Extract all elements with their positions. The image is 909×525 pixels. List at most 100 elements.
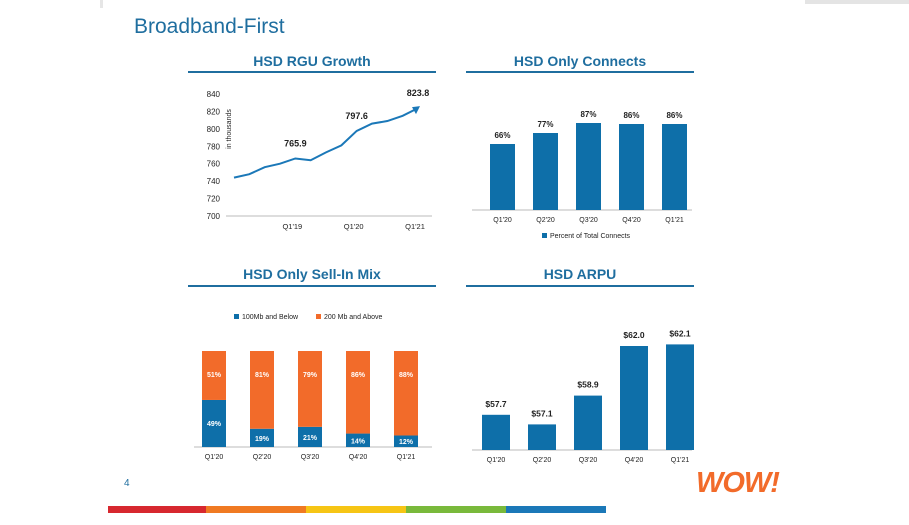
arpu-data-label: $57.7 bbox=[485, 399, 507, 409]
rgu-y-axis-label: in thousands bbox=[226, 109, 233, 149]
sellin-legend-label-200mb: 200 Mb and Above bbox=[324, 314, 382, 321]
sellin-data-label: 19% bbox=[255, 436, 270, 443]
rgu-data-label: 823.8 bbox=[407, 88, 430, 98]
rgu-x-tick-label: Q1'21 bbox=[405, 222, 425, 231]
sellin-data-label: 51% bbox=[207, 372, 222, 379]
arpu-data-label: $57.1 bbox=[531, 408, 553, 418]
right-margin bbox=[800, 0, 909, 525]
sellin-bar-100mb bbox=[394, 435, 418, 447]
sellin-x-tick-label: Q1'21 bbox=[397, 454, 416, 461]
arpu-title-rule bbox=[466, 285, 694, 287]
wow-logo-text: WOW! bbox=[696, 467, 780, 498]
arpu-chart-title: HSD ARPU bbox=[543, 266, 617, 282]
page-number: 4 bbox=[124, 478, 130, 489]
sellin-data-label: 79% bbox=[303, 372, 318, 379]
rgu-data-label: 797.6 bbox=[345, 111, 368, 121]
arpu-x-tick-label: Q1'20 bbox=[487, 457, 506, 464]
arpu-x-tick-label: Q3'20 bbox=[579, 457, 598, 464]
sellin-bar-200mb bbox=[346, 351, 370, 434]
connects-x-tick-label: Q3'20 bbox=[579, 217, 598, 224]
rgu-chart-title: HSD RGU Growth bbox=[253, 53, 371, 69]
rgu-y-tick-label: 760 bbox=[207, 160, 221, 169]
sellin-stacked-bar-chart: 49% 51% Q1'20 19% 81% Q2'20 21% 79% Q3'20 14% 86% Q… bbox=[194, 314, 432, 461]
sellin-chart-title: HSD Only Sell-In Mix bbox=[243, 266, 381, 282]
stripe-yellow bbox=[306, 506, 406, 513]
connects-bar bbox=[576, 123, 601, 210]
sellin-x-tick-label: Q2'20 bbox=[253, 454, 272, 461]
arpu-data-label: $58.9 bbox=[577, 380, 599, 390]
sellin-legend-swatch-100mb bbox=[234, 314, 239, 319]
connects-bar bbox=[533, 133, 558, 210]
rgu-data-label: 765.9 bbox=[284, 138, 307, 148]
slide: Broadband-First HSD RGU Growth HSD Only … bbox=[100, 0, 782, 513]
rgu-y-tick-label: 740 bbox=[207, 177, 221, 186]
rgu-title-rule bbox=[188, 71, 436, 73]
sellin-x-tick-label: Q4'20 bbox=[349, 454, 368, 461]
stripe-gap bbox=[700, 506, 800, 513]
sellin-data-label: 14% bbox=[351, 438, 366, 445]
sellin-data-label: 21% bbox=[303, 435, 318, 442]
top-right-rule bbox=[805, 0, 909, 4]
stripe-blue bbox=[506, 506, 606, 513]
sellin-bar-200mb bbox=[250, 351, 274, 429]
slide-title: Broadband-First bbox=[134, 15, 285, 38]
rgu-line-chart: 700 720 740 760 780 800 820 840 in thousands Q1'1… bbox=[207, 88, 432, 231]
connects-data-label: 86% bbox=[623, 111, 639, 120]
sellin-title-rule bbox=[188, 285, 436, 287]
connects-chart-title: HSD Only Connects bbox=[513, 53, 647, 69]
connects-legend-swatch bbox=[542, 233, 547, 238]
sellin-legend-label-100mb: 100Mb and Below bbox=[242, 314, 299, 321]
sellin-legend-swatch-200mb bbox=[316, 314, 321, 319]
arpu-data-label: $62.1 bbox=[669, 328, 691, 338]
connects-bar bbox=[490, 144, 515, 210]
rgu-y-tick-label: 840 bbox=[207, 90, 221, 99]
connects-data-label: 86% bbox=[666, 111, 682, 120]
connects-x-tick-label: Q1'21 bbox=[665, 217, 684, 224]
stripe-orange bbox=[206, 506, 306, 513]
connects-x-tick-label: Q2'20 bbox=[536, 217, 555, 224]
sellin-data-label: 86% bbox=[351, 372, 366, 379]
arpu-x-tick-label: Q1'21 bbox=[671, 457, 690, 464]
arpu-x-tick-label: Q4'20 bbox=[625, 457, 644, 464]
rgu-y-tick-label: 780 bbox=[207, 142, 221, 151]
connects-legend-label: Percent of Total Connects bbox=[550, 233, 631, 240]
sellin-bar-100mb bbox=[250, 428, 274, 447]
connects-data-label: 66% bbox=[494, 131, 510, 140]
sellin-x-tick-label: Q3'20 bbox=[301, 454, 320, 461]
arpu-bar bbox=[620, 346, 648, 450]
stripe-green bbox=[406, 506, 506, 513]
connects-data-label: 87% bbox=[580, 110, 596, 119]
rgu-y-tick-label: 820 bbox=[207, 107, 221, 116]
rgu-line-arrowhead bbox=[412, 106, 420, 115]
arpu-bar bbox=[528, 424, 556, 450]
top-left-rule bbox=[100, 0, 103, 8]
sellin-bar-100mb bbox=[298, 426, 322, 447]
connects-x-tick-label: Q4'20 bbox=[622, 217, 641, 224]
sellin-x-tick-label: Q1'20 bbox=[205, 454, 224, 461]
stripe-red bbox=[108, 506, 206, 513]
sellin-data-label: 81% bbox=[255, 372, 270, 379]
sellin-data-label: 12% bbox=[399, 439, 414, 446]
sellin-bar-200mb bbox=[298, 351, 322, 427]
connects-bar-chart: 66% Q1'20 77% Q2'20 87% Q3'20 86% Q4'20 86% Q1'21… bbox=[472, 110, 692, 240]
sellin-bar-100mb bbox=[202, 399, 226, 447]
sellin-data-label: 88% bbox=[399, 372, 414, 379]
arpu-bar bbox=[666, 344, 694, 450]
connects-title-rule bbox=[466, 71, 694, 73]
connects-x-tick-label: Q1'20 bbox=[493, 217, 512, 224]
rgu-x-tick-label: Q1'19 bbox=[282, 222, 302, 231]
connects-bar bbox=[662, 124, 687, 210]
rgu-y-tick-label: 800 bbox=[207, 125, 221, 134]
arpu-x-tick-label: Q2'20 bbox=[533, 457, 552, 464]
sellin-bar-100mb bbox=[346, 433, 370, 447]
arpu-bar bbox=[574, 395, 602, 450]
connects-data-label: 77% bbox=[537, 120, 553, 129]
rgu-y-tick-label: 700 bbox=[207, 212, 221, 221]
rgu-y-tick-label: 720 bbox=[207, 195, 221, 204]
connects-bar bbox=[619, 124, 644, 210]
sellin-bar-200mb bbox=[394, 351, 418, 436]
rgu-series-line bbox=[233, 107, 419, 179]
rgu-x-tick-label: Q1'20 bbox=[344, 222, 364, 231]
arpu-bar-chart: $57.7 Q1'20 $57.1 Q2'20 $58.9 Q3'20 $62.0 Q4'20… bbox=[472, 328, 694, 464]
arpu-data-label: $62.0 bbox=[623, 330, 645, 340]
